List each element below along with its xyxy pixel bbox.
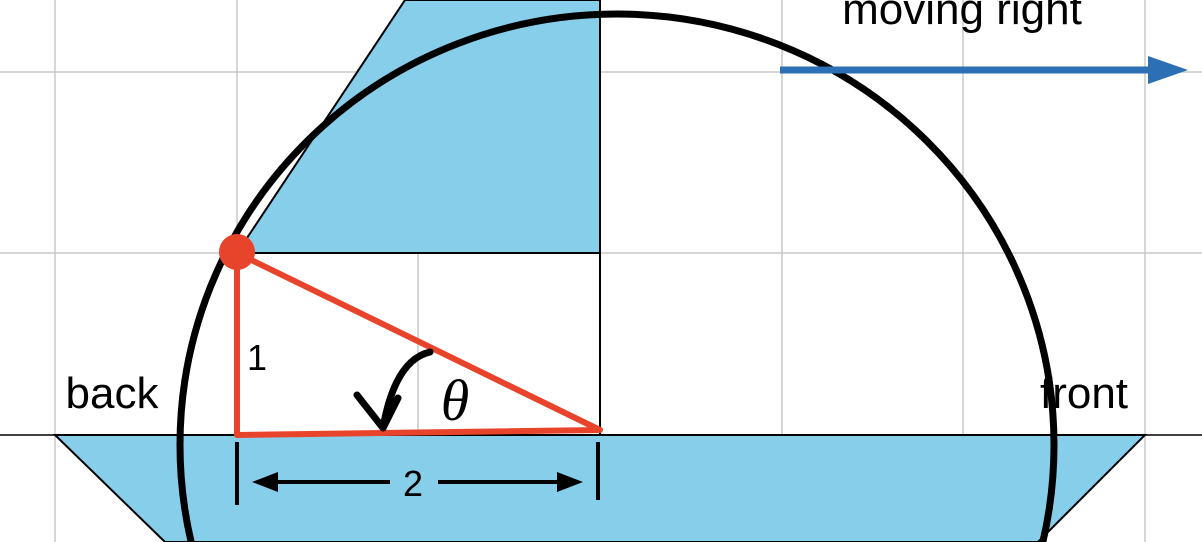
- angle-label: θ: [441, 368, 470, 433]
- arrowhead-left: [252, 472, 278, 492]
- front-label: front: [1040, 369, 1128, 418]
- dimension: [235, 442, 600, 505]
- motion-label: moving right: [842, 0, 1082, 34]
- back-label: back: [66, 369, 160, 418]
- height-label: 1: [247, 337, 267, 378]
- red-triangle: [234, 250, 603, 438]
- circle: [176, 10, 1058, 542]
- arrowhead-right: [557, 472, 583, 492]
- upper-blue-shape: [235, 0, 601, 254]
- angle-arrow: [353, 348, 434, 432]
- motion-arrowhead: [1148, 56, 1188, 84]
- red-dot: [219, 234, 255, 270]
- base-label: 2: [403, 463, 423, 504]
